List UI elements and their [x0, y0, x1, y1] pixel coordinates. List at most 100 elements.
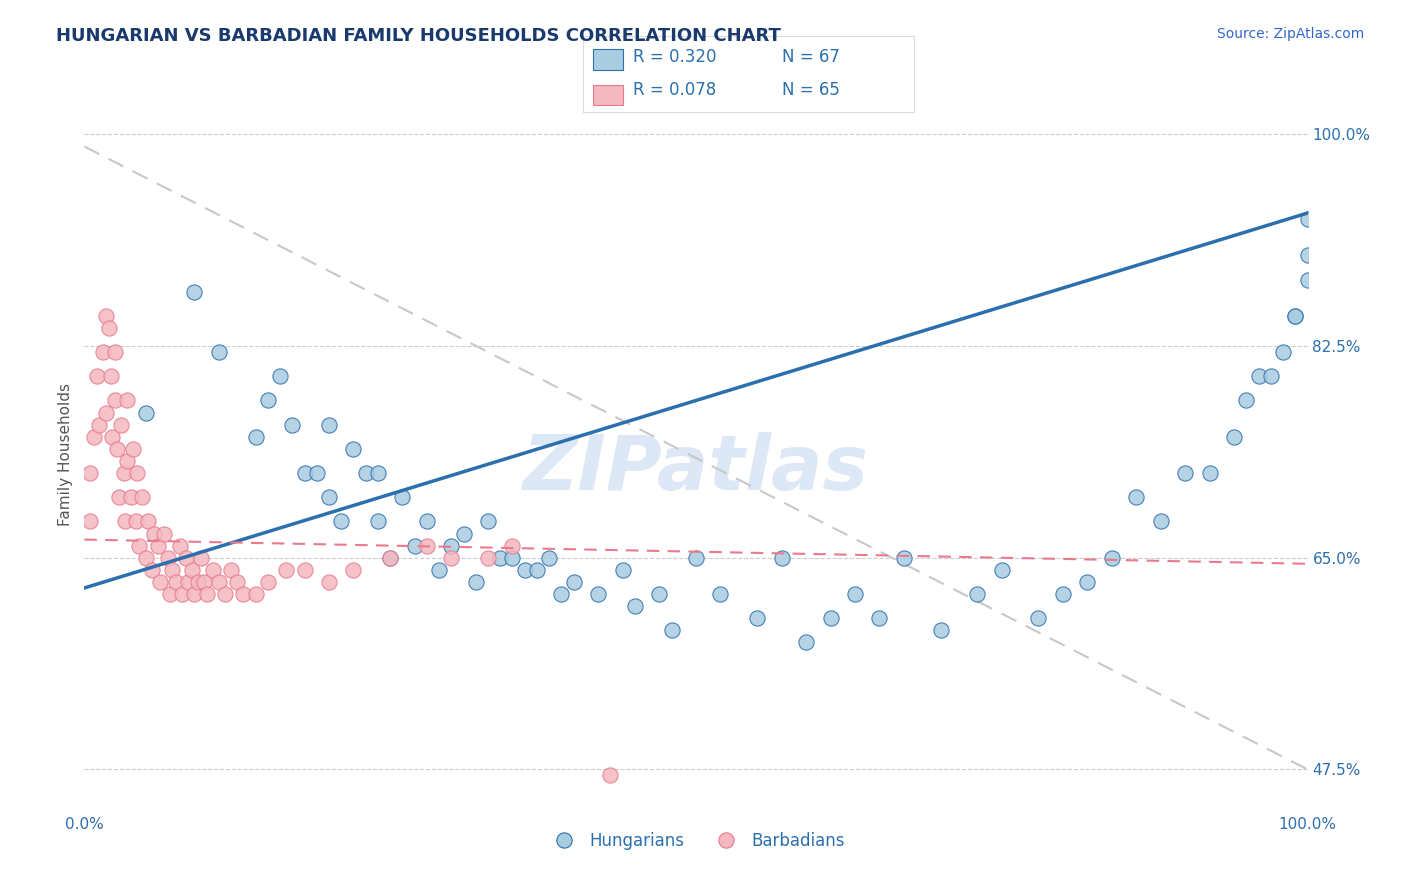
Text: N = 65: N = 65 — [782, 81, 839, 99]
Point — [648, 587, 671, 601]
Point — [87, 417, 110, 432]
Text: N = 67: N = 67 — [782, 48, 839, 66]
Point — [101, 430, 124, 444]
Point — [219, 563, 242, 577]
Point — [96, 406, 118, 420]
Point — [342, 442, 364, 456]
Point — [97, 321, 120, 335]
Point — [404, 539, 426, 553]
Point — [416, 539, 439, 553]
Point — [245, 430, 267, 444]
Point — [709, 587, 731, 601]
Point — [100, 369, 122, 384]
Point — [1174, 466, 1197, 480]
Point — [367, 466, 389, 480]
Point — [162, 563, 184, 577]
Point — [991, 563, 1014, 577]
Point — [96, 309, 118, 323]
Point — [1076, 574, 1098, 589]
Point — [208, 345, 231, 359]
Point — [1198, 466, 1220, 480]
Point — [1052, 587, 1074, 601]
Point — [257, 574, 280, 589]
Point — [131, 490, 153, 504]
Point — [214, 587, 236, 601]
Point — [269, 369, 291, 384]
Point — [159, 587, 181, 601]
Point — [201, 563, 224, 577]
Point — [79, 515, 101, 529]
Point — [86, 369, 108, 384]
Point — [599, 768, 621, 782]
Point — [550, 587, 572, 601]
Point — [440, 539, 463, 553]
Point — [115, 393, 138, 408]
Point — [110, 417, 132, 432]
Point — [453, 526, 475, 541]
Point — [79, 466, 101, 480]
Point — [104, 393, 127, 408]
Text: ZIPatlas: ZIPatlas — [523, 433, 869, 506]
Point — [966, 587, 988, 601]
Point — [440, 550, 463, 565]
Point — [177, 574, 200, 589]
Point — [612, 563, 634, 577]
Point — [562, 574, 585, 589]
Bar — [593, 85, 623, 105]
Point — [226, 574, 249, 589]
Point — [318, 490, 340, 504]
Point — [624, 599, 647, 613]
Text: Source: ZipAtlas.com: Source: ZipAtlas.com — [1216, 27, 1364, 41]
Point — [1296, 272, 1319, 286]
Point — [1101, 550, 1123, 565]
Point — [380, 550, 402, 565]
Point — [183, 587, 205, 601]
Point — [208, 574, 231, 589]
Point — [143, 526, 166, 541]
Point — [893, 550, 915, 565]
Bar — [593, 49, 623, 70]
Point — [187, 574, 209, 589]
Point — [153, 526, 176, 541]
Point — [1028, 611, 1050, 625]
Point — [342, 563, 364, 577]
Point — [156, 550, 179, 565]
Point — [1284, 309, 1306, 323]
Point — [128, 539, 150, 553]
Text: R = 0.078: R = 0.078 — [633, 81, 716, 99]
Point — [427, 563, 450, 577]
Point — [232, 587, 254, 601]
Point — [183, 285, 205, 299]
Point — [489, 550, 512, 565]
Point — [1296, 212, 1319, 227]
Point — [794, 635, 817, 649]
Point — [107, 490, 129, 504]
Point — [83, 430, 105, 444]
Point — [112, 466, 135, 480]
Point — [115, 454, 138, 468]
Point — [149, 574, 172, 589]
Point — [294, 563, 316, 577]
Point — [538, 550, 561, 565]
Point — [685, 550, 707, 565]
Point — [391, 490, 413, 504]
Point — [195, 587, 218, 601]
Point — [190, 550, 212, 565]
Point — [929, 624, 952, 638]
Point — [193, 574, 215, 589]
Y-axis label: Family Households: Family Households — [58, 384, 73, 526]
Point — [844, 587, 866, 601]
Point — [354, 466, 377, 480]
Point — [169, 539, 191, 553]
Point — [526, 563, 548, 577]
Point — [330, 515, 353, 529]
Point — [869, 611, 891, 625]
Point — [120, 490, 142, 504]
Point — [305, 466, 328, 480]
Point — [661, 624, 683, 638]
Point — [104, 345, 127, 359]
Point — [477, 515, 499, 529]
Legend: Hungarians, Barbadians: Hungarians, Barbadians — [541, 826, 851, 857]
Point — [513, 563, 536, 577]
Point — [257, 393, 280, 408]
